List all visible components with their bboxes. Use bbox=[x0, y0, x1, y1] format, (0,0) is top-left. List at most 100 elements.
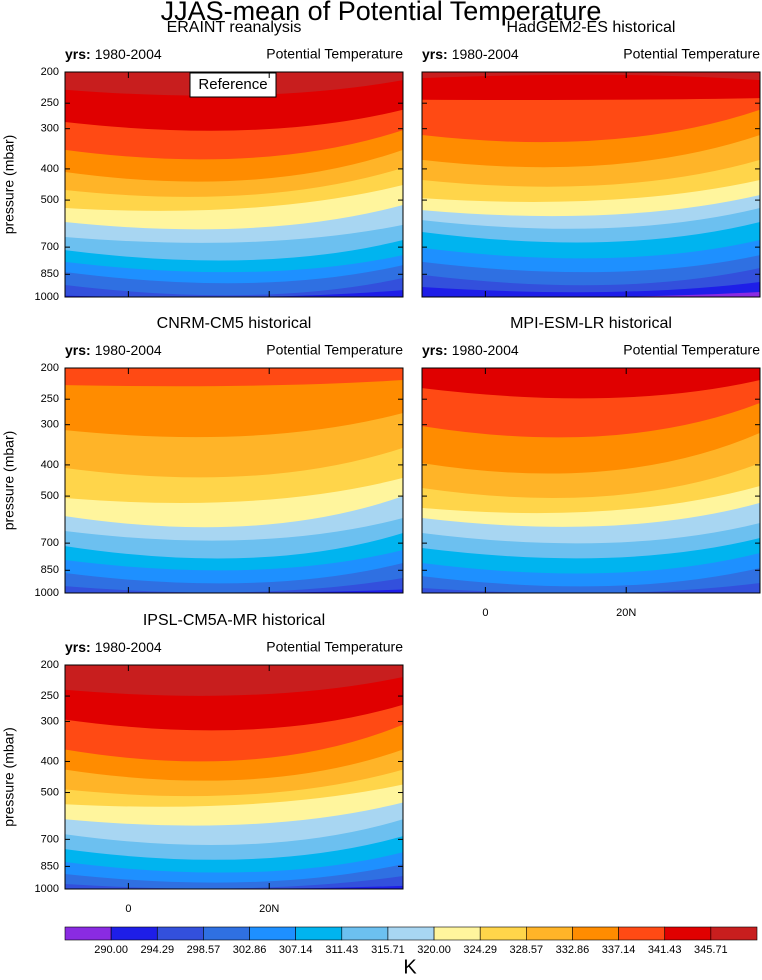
contour-band bbox=[422, 292, 760, 297]
y-tick-label: 300 bbox=[41, 715, 59, 727]
y-tick-label: 200 bbox=[41, 362, 59, 374]
y-tick-label: 700 bbox=[41, 241, 59, 253]
plot-area bbox=[65, 72, 403, 297]
colorbar-label: 315.71 bbox=[371, 944, 405, 956]
right-string: Potential Temperature bbox=[623, 46, 760, 62]
y-tick-label: 1000 bbox=[35, 291, 59, 303]
right-string: Potential Temperature bbox=[266, 46, 403, 62]
plot-frame bbox=[64, 664, 404, 890]
plot-area bbox=[65, 368, 403, 593]
colorbar-box bbox=[341, 926, 389, 941]
contour-band bbox=[65, 864, 403, 889]
panel-title: MPI-ESM-LR historical bbox=[510, 315, 672, 332]
y-axis-label: pressure (mbar) bbox=[1, 431, 17, 531]
x-tick-label: 0 bbox=[125, 903, 131, 915]
left-string: yrs: 1980-2004 bbox=[422, 46, 519, 62]
y-tick-label: 850 bbox=[41, 860, 59, 872]
left-string: yrs: 1980-2004 bbox=[65, 46, 162, 62]
y-tick-label: 700 bbox=[41, 833, 59, 845]
colorbar-box bbox=[64, 926, 112, 941]
y-tick-label: 400 bbox=[41, 163, 59, 175]
annotation-box bbox=[189, 72, 277, 98]
panel-title: IPSL-CM5A-MR historical bbox=[143, 612, 325, 629]
y-tick-label: 300 bbox=[41, 123, 59, 135]
right-string: Potential Temperature bbox=[623, 342, 760, 358]
figure-title: JJAS-mean of Potential Temperature bbox=[161, 0, 602, 26]
colorbar-label: 307.14 bbox=[279, 944, 313, 956]
y-tick-label: 500 bbox=[41, 490, 59, 502]
right-string: Potential Temperature bbox=[266, 342, 403, 358]
annotation: Reference bbox=[198, 76, 267, 93]
colorbar-box bbox=[387, 926, 435, 941]
x-tick-label: 20N bbox=[616, 607, 636, 619]
left-string: yrs: 1980-2004 bbox=[65, 342, 162, 358]
colorbar-label: 311.43 bbox=[325, 944, 358, 956]
panel-title: HadGEM2-ES historical bbox=[507, 19, 676, 36]
y-tick-label: 1000 bbox=[35, 883, 59, 895]
panel-title: CNRM-CM5 historical bbox=[157, 315, 312, 332]
right-string: Potential Temperature bbox=[266, 639, 403, 655]
left-string: yrs: 1980-2004 bbox=[422, 342, 519, 358]
left-string-text: 1980-2004 bbox=[95, 46, 162, 62]
colorbar-label: 328.57 bbox=[510, 944, 544, 956]
colorbar-label: 294.29 bbox=[140, 944, 174, 956]
contour-band bbox=[65, 577, 403, 593]
contour-band bbox=[65, 589, 403, 593]
x-tick-label: 0 bbox=[482, 607, 488, 619]
contour-band bbox=[65, 278, 403, 297]
colorbar-label: 320.00 bbox=[417, 944, 451, 956]
y-axis-label: pressure (mbar) bbox=[1, 727, 17, 827]
left-string-bold: yrs: bbox=[422, 342, 448, 358]
plot-area bbox=[422, 72, 760, 297]
contour-band bbox=[65, 290, 403, 297]
colorbar-box bbox=[295, 926, 343, 941]
colorbar-box bbox=[526, 926, 573, 941]
plot-area bbox=[65, 665, 403, 889]
contour-band bbox=[65, 885, 403, 889]
colorbar-label: 298.57 bbox=[187, 944, 221, 956]
left-string-bold: yrs: bbox=[65, 342, 91, 358]
colorbar-label: 337.14 bbox=[602, 944, 636, 956]
y-tick-label: 1000 bbox=[35, 587, 59, 599]
colorbar-box bbox=[203, 926, 250, 941]
colorbar-box bbox=[249, 926, 296, 941]
plot-frame bbox=[421, 71, 761, 298]
y-tick-label: 500 bbox=[41, 786, 59, 798]
colorbar-box bbox=[110, 926, 158, 941]
contour-band bbox=[65, 876, 403, 889]
colorbar-box bbox=[572, 926, 619, 941]
x-tick-label: 20N bbox=[259, 903, 279, 915]
colorbar-label: 341.43 bbox=[648, 944, 682, 956]
contour-band bbox=[65, 265, 403, 297]
left-string-text: 1980-2004 bbox=[452, 342, 519, 358]
y-tick-label: 250 bbox=[41, 97, 59, 109]
y-tick-label: 250 bbox=[41, 393, 59, 405]
y-tick-label: 400 bbox=[41, 755, 59, 767]
y-tick-label: 700 bbox=[41, 537, 59, 549]
left-string: yrs: 1980-2004 bbox=[65, 639, 162, 655]
plot-frame bbox=[64, 367, 404, 594]
left-string-text: 1980-2004 bbox=[95, 342, 162, 358]
plot-frame bbox=[421, 367, 761, 594]
colorbar-title: K bbox=[403, 956, 417, 978]
y-tick-label: 850 bbox=[41, 564, 59, 576]
y-tick-label: 300 bbox=[41, 419, 59, 431]
colorbar-box bbox=[618, 926, 666, 941]
y-axis-label: pressure (mbar) bbox=[1, 135, 17, 235]
colorbar-label: 290.00 bbox=[94, 944, 128, 956]
y-tick-label: 250 bbox=[41, 690, 59, 702]
left-string-bold: yrs: bbox=[65, 639, 91, 655]
colorbar-label: 345.71 bbox=[694, 944, 728, 956]
left-string-bold: yrs: bbox=[422, 46, 448, 62]
y-tick-label: 850 bbox=[41, 268, 59, 280]
contour-band bbox=[422, 583, 760, 593]
contour-band bbox=[65, 563, 403, 593]
y-tick-label: 200 bbox=[41, 659, 59, 671]
colorbar-box bbox=[710, 926, 758, 941]
colorbar-box bbox=[433, 926, 481, 941]
colorbar-label: 332.86 bbox=[556, 944, 590, 956]
left-string-text: 1980-2004 bbox=[95, 639, 162, 655]
left-string-bold: yrs: bbox=[65, 46, 91, 62]
plot-frame bbox=[64, 71, 404, 298]
y-tick-label: 200 bbox=[41, 66, 59, 78]
